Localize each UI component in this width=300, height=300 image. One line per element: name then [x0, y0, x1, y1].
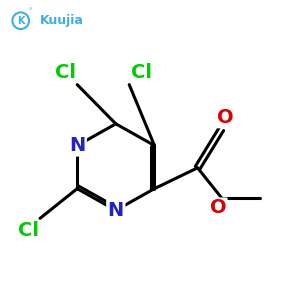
Text: N: N — [69, 136, 85, 155]
Text: K: K — [17, 16, 25, 26]
Text: O: O — [218, 108, 234, 128]
Text: O: O — [210, 199, 227, 218]
Text: Cl: Cl — [130, 63, 152, 82]
Text: N: N — [108, 201, 124, 220]
Text: Cl: Cl — [55, 63, 76, 82]
Text: Kuujia: Kuujia — [39, 14, 83, 27]
Text: °: ° — [29, 8, 32, 14]
Text: Cl: Cl — [18, 221, 39, 240]
